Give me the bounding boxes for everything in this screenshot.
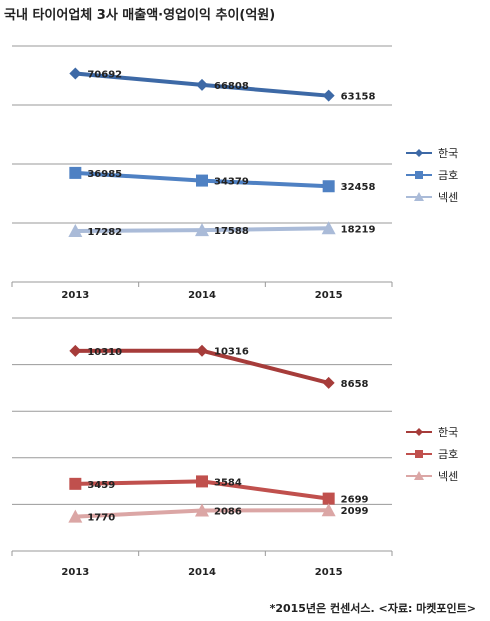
x-tick-label: 2015 [315, 290, 343, 301]
data-label: 34379 [214, 177, 249, 188]
data-label: 10316 [214, 347, 249, 358]
legend-marker [414, 471, 424, 480]
data-point [322, 492, 335, 505]
data-point [69, 166, 82, 179]
data-point [322, 180, 335, 193]
x-tick-label: 2013 [61, 567, 89, 578]
data-label: 17282 [87, 227, 122, 238]
data-point [69, 477, 82, 490]
data-point [322, 376, 335, 389]
x-tick-label: 2013 [61, 290, 89, 301]
legend-label: 금호 [438, 169, 458, 182]
data-point [69, 67, 82, 80]
data-point [195, 503, 209, 517]
data-label: 18219 [341, 224, 376, 235]
legend-label: 넥센 [438, 470, 458, 483]
data-label: 2099 [341, 506, 369, 517]
data-label: 1770 [87, 513, 115, 524]
data-point [196, 344, 208, 357]
x-tick-label: 2015 [315, 567, 343, 578]
chart-1: 2013 2014 2015 70692 66808 63158 36985 34379 324… [11, 45, 458, 301]
footnote: *2015년은 컨센서스. <자료: 마켓포인트> [269, 602, 476, 615]
legend-label: 한국 [438, 426, 458, 439]
legend-marker [415, 428, 423, 436]
data-label: 32458 [341, 182, 376, 193]
data-label: 8658 [341, 379, 369, 390]
legend-label: 넥센 [438, 191, 458, 204]
x-tick-label: 2014 [188, 290, 216, 301]
legend-marker [415, 450, 423, 458]
data-point [322, 89, 335, 102]
page-title: 국내 타이어업체 3사 매출액·영업이익 추이(억원) [4, 8, 276, 23]
data-label: 70692 [87, 69, 122, 80]
data-point [196, 174, 208, 187]
data-label: 2086 [214, 506, 242, 517]
data-point [69, 344, 82, 357]
data-point [321, 221, 336, 235]
legend-marker [415, 171, 423, 179]
x-tick-label: 2014 [188, 567, 216, 578]
data-point [196, 475, 208, 488]
data-label: 63158 [341, 92, 376, 103]
data-label: 3584 [214, 477, 242, 488]
data-point [68, 224, 83, 238]
data-point [321, 503, 336, 517]
legend-marker [414, 192, 424, 201]
data-label: 17588 [214, 226, 249, 237]
data-label: 3459 [87, 480, 115, 491]
chart-2: 2013 2014 2015 10310 10316 8658 3459 3584 2699 17… [11, 317, 458, 578]
legend-marker [415, 149, 423, 157]
legend-label: 금호 [438, 448, 458, 461]
data-label: 66808 [214, 81, 249, 92]
data-label: 36985 [87, 169, 122, 180]
data-point [195, 223, 209, 237]
data-label: 2699 [341, 495, 369, 506]
data-label: 10310 [87, 347, 122, 358]
data-point [68, 509, 83, 523]
legend-label: 한국 [438, 147, 458, 160]
data-point [196, 78, 208, 91]
